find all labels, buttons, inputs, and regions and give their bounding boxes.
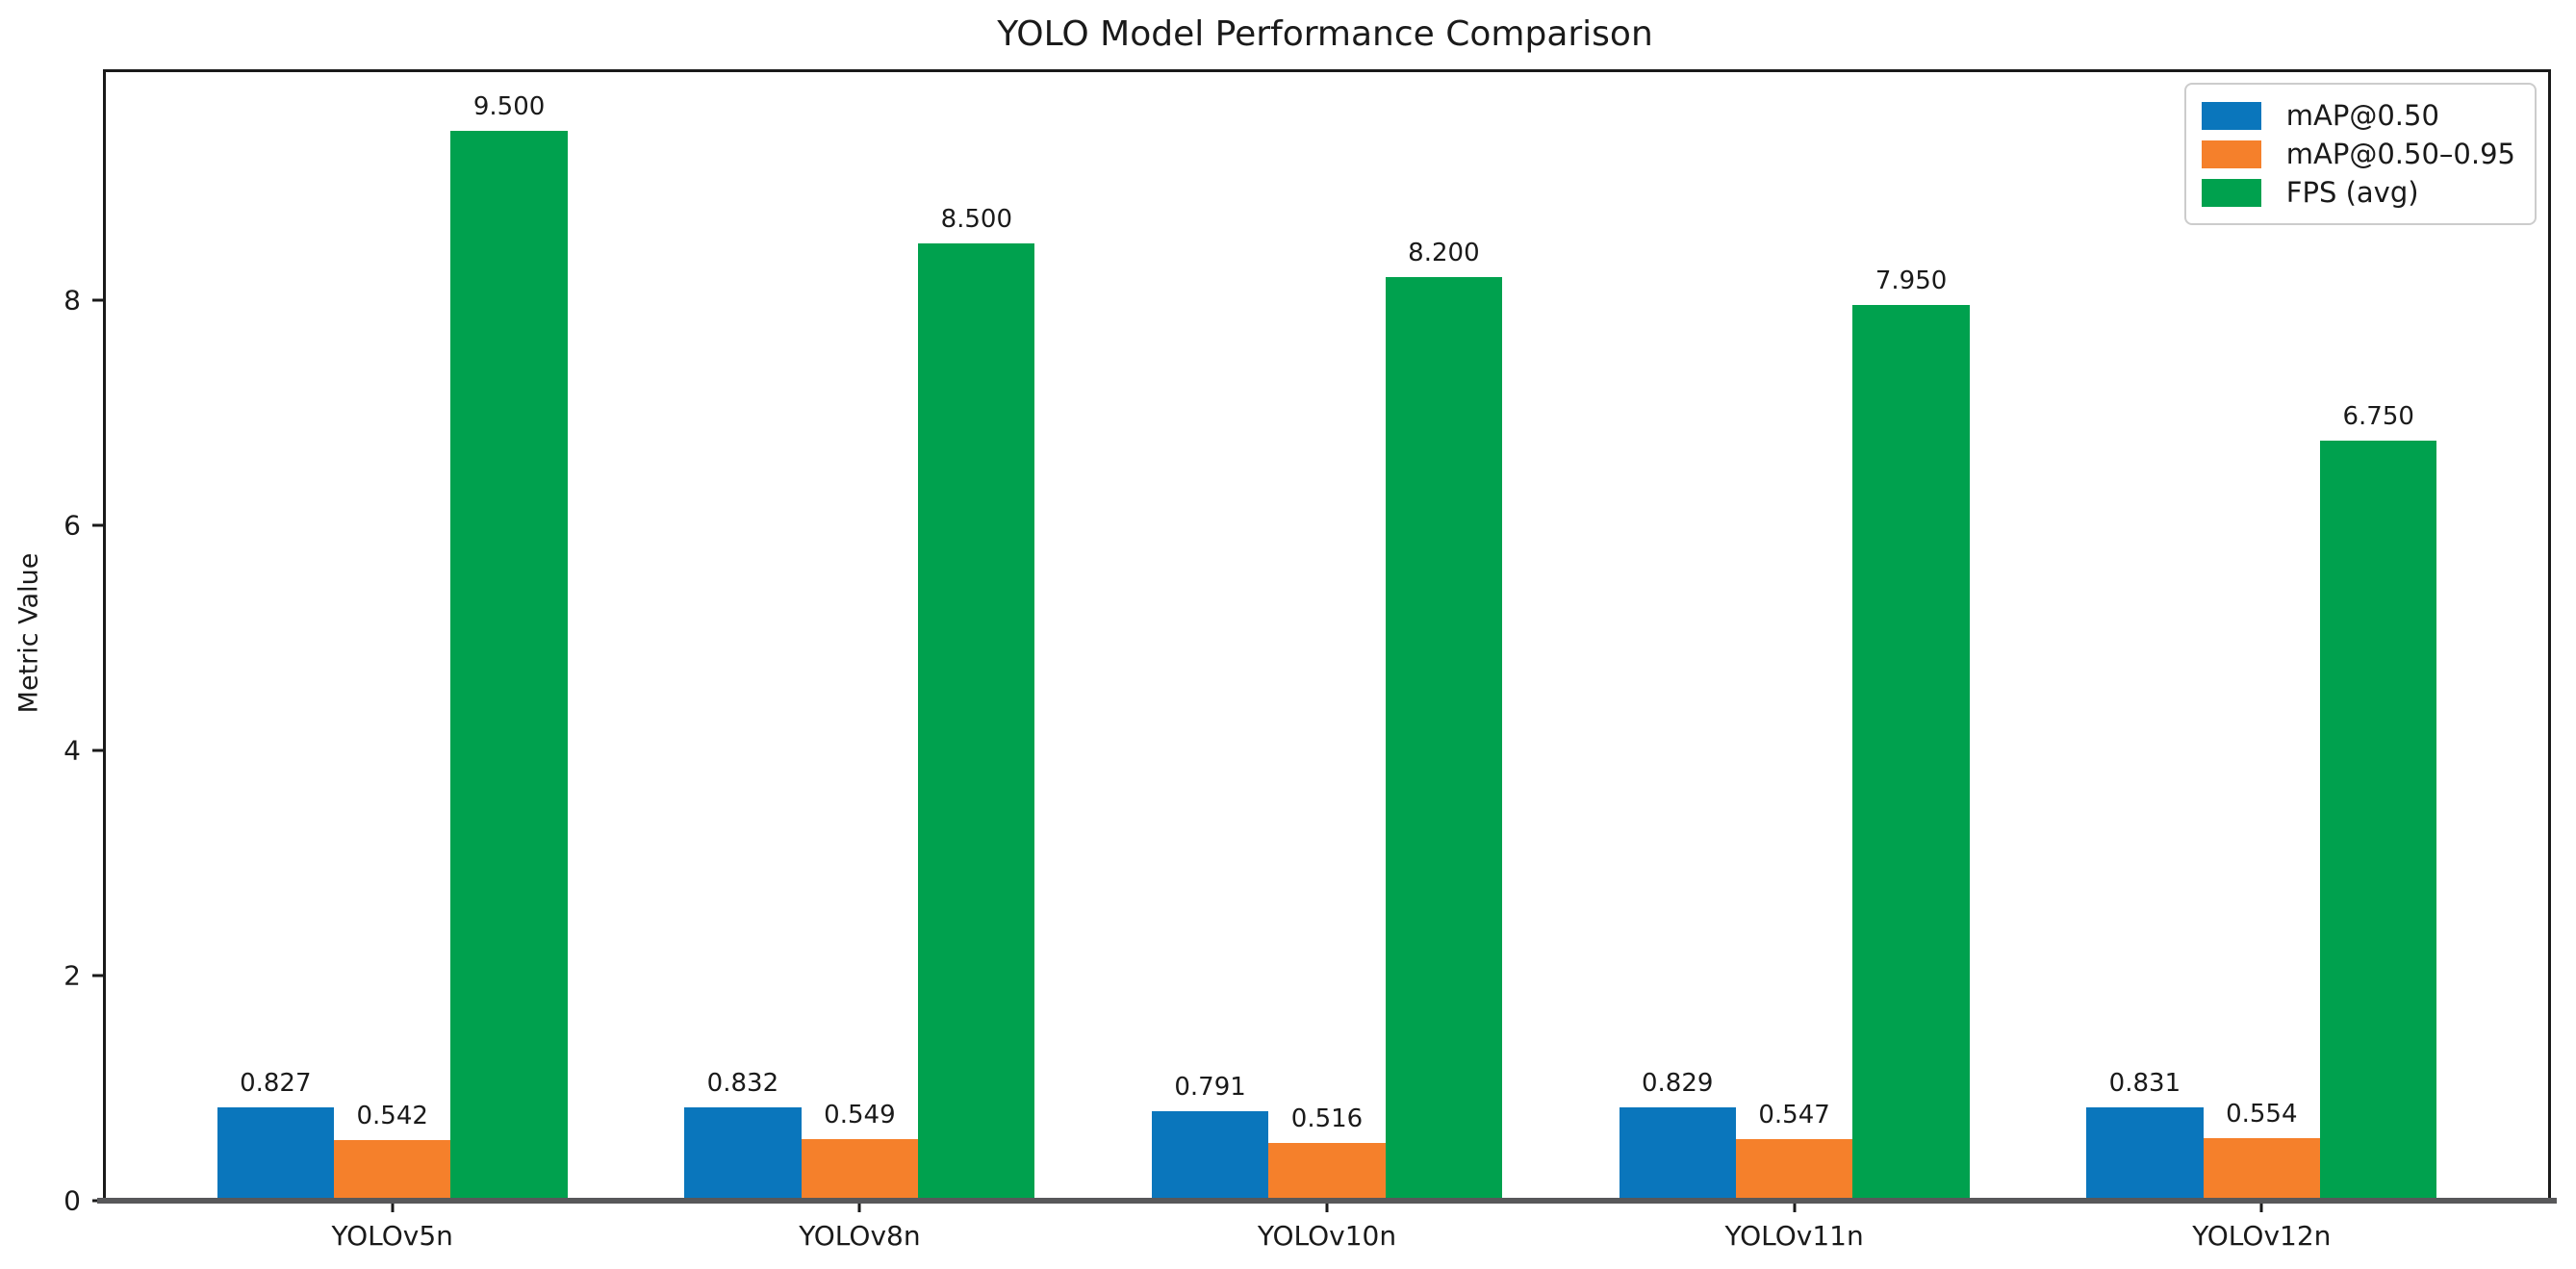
bar-mAP@0.50-YOLOv10n [1151,1111,1269,1201]
bar-mAP@0.50–0.95-YOLOv5n [334,1139,451,1201]
y-axis-label: Metric Value [13,552,44,714]
bar-mAP@0.50-YOLOv11n [1619,1107,1736,1201]
bar-value-label: 0.832 [706,1068,779,1098]
x-tick-label-YOLOv12n: YOLOv12n [2192,1220,2332,1252]
bar-value-label: 0.549 [824,1100,896,1129]
legend-label: FPS (avg) [2285,176,2419,209]
bar-value-label: 8.200 [1408,239,1480,268]
y-tick-mark [92,298,106,301]
bar-value-label: 8.500 [940,204,1013,234]
y-tick-mark [92,974,106,977]
legend-swatch-icon [2201,101,2261,130]
y-tick-mark [92,523,106,527]
y-tick-label-2: 2 [64,959,81,992]
bar-FPS (avg)-YOLOv8n [918,242,1035,1201]
bar-mAP@0.50-YOLOv12n [2086,1106,2204,1201]
bar-value-label: 0.516 [1290,1104,1364,1133]
bar-FPS (avg)-YOLOv12n [2320,440,2437,1201]
bar-value-label: 0.827 [240,1069,312,1099]
bar-value-label: 0.831 [2108,1068,2181,1098]
x-tick-mark [1325,1201,1329,1212]
y-tick-label-8: 8 [64,284,81,316]
x-tick-label-YOLOv5n: YOLOv5n [331,1220,453,1252]
bar-value-label: 0.554 [2226,1100,2298,1129]
bar-FPS (avg)-YOLOv11n [1852,305,1970,1201]
bar-mAP@0.50–0.95-YOLOv10n [1268,1142,1386,1201]
bar-FPS (avg)-YOLOv5n [450,130,568,1201]
x-tick-label-YOLOv10n: YOLOv10n [1257,1220,1397,1252]
legend-label: mAP@0.50 [2285,99,2439,132]
legend-swatch-icon [2201,178,2261,207]
y-tick-label-0: 0 [64,1184,81,1217]
legend: mAP@0.50 mAP@0.50–0.95 FPS (avg) [2183,83,2537,225]
y-tick-mark [92,749,106,752]
x-tick-mark [857,1201,861,1212]
bar-mAP@0.50-YOLOv8n [684,1106,802,1201]
legend-item-mAP@0.50–0.95: mAP@0.50–0.95 [2201,135,2515,173]
bar-value-label: 0.542 [356,1101,428,1130]
bar-mAP@0.50–0.95-YOLOv8n [801,1138,918,1201]
legend-swatch-icon [2201,140,2261,168]
bar-mAP@0.50–0.95-YOLOv12n [2203,1138,2320,1201]
legend-item-mAP@0.50: mAP@0.50 [2201,96,2515,135]
x-tick-label-YOLOv11n: YOLOv11n [1724,1220,1864,1252]
bar-value-label: 0.829 [1641,1069,1714,1098]
bar-value-label: 7.950 [1875,266,1948,296]
bar-value-label: 9.500 [472,91,546,121]
x-tick-mark [391,1201,395,1212]
x-tick-mark [2259,1201,2263,1212]
plot-area: 0 2 4 6 8 0.827 0.542 9.500 0.832 0.549 8.500 0.79… [64,69,2557,1252]
legend-label: mAP@0.50–0.95 [2285,138,2515,170]
bar-value-label: 0.547 [1758,1101,1830,1129]
chart-title: YOLO Model Performance Comparison [997,14,1653,54]
y-tick-label-4: 4 [64,734,81,767]
legend-item-FPS (avg): FPS (avg) [2201,173,2515,212]
bar-mAP@0.50–0.95-YOLOv11n [1735,1139,1853,1201]
bar-value-label: 0.791 [1174,1073,1246,1103]
bar-FPS (avg)-YOLOv10n [1385,277,1503,1201]
x-tick-mark [1793,1201,1797,1212]
x-tick-label-YOLOv8n: YOLOv8n [799,1220,921,1252]
x-axis-line [97,1198,2557,1204]
bar-mAP@0.50-YOLOv5n [217,1107,334,1201]
y-tick-label-6: 6 [64,509,81,542]
bar-value-label: 6.750 [2342,401,2414,431]
